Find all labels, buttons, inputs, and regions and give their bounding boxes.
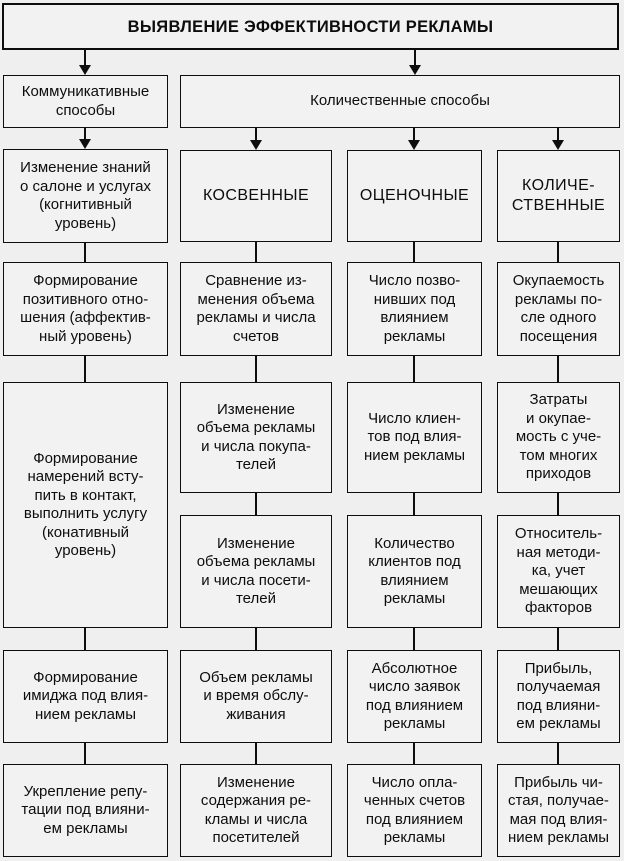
node-requests-under-ads-label: Абсолютное число заявок под влиянием рек… <box>365 659 464 733</box>
connector-col4-r6-r7 <box>557 627 559 651</box>
node-ads-volume-buyers-label: Изменение объема рекламы и числа покупа-… <box>196 400 316 474</box>
node-clients-under-ads-label: Число клиен- тов под влия- нием рекламы <box>363 409 466 464</box>
branch-quantitative-label: Количественные способы <box>310 92 490 110</box>
node-ads-volume-service-time-label: Объем рекламы и время обслу- живания <box>199 668 313 723</box>
connector-col2-r3-r4 <box>255 242 257 263</box>
flowchart-title: ВЫЯВЛЕНИЕ ЭФФЕКТИВНОСТИ РЕКЛАМЫ <box>127 17 494 36</box>
node-profit-under-ads: Прибыль, получаемая под влияни- ем рекла… <box>497 650 620 743</box>
node-positive-attitude-label: Формирование позитивного отно- шения (аф… <box>20 272 151 345</box>
connector-col3-r7-r8 <box>413 742 415 765</box>
node-payback-single-visit-label: Окупаемость рекламы по- сле одного посещ… <box>512 272 605 345</box>
arrow-communicative-to-col1 <box>84 128 86 139</box>
connector-col2-r5-r6 <box>255 492 257 516</box>
node-callers-under-ads: Число позво- нивших под влиянием рекламы <box>347 262 482 356</box>
node-contact-intentions: Формирование намерений всту- пить в конт… <box>3 382 168 628</box>
node-compare-ads-accounts-label: Сравнение из- менения объема рекламы и ч… <box>196 272 316 345</box>
node-image-formation: Формирование имиджа под влия- нием рекла… <box>3 650 168 743</box>
node-requests-under-ads: Абсолютное число заявок под влиянием рек… <box>347 650 482 743</box>
header-quantitative: КОЛИЧЕ- СТВЕННЫЕ <box>497 150 620 242</box>
node-callers-under-ads-label: Число позво- нивших под влиянием рекламы <box>368 272 461 345</box>
header-quantitative-label: КОЛИЧЕ- СТВЕННЫЕ <box>511 177 606 214</box>
connector-col1-r6-r7 <box>84 627 86 651</box>
connector-col1-r7-r8 <box>84 742 86 765</box>
node-clients-under-ads: Число клиен- тов под влия- нием рекламы <box>347 382 482 493</box>
node-compare-ads-accounts: Сравнение из- менения объема рекламы и ч… <box>180 262 332 356</box>
connector-col2-r4-r5 <box>255 355 257 383</box>
node-ads-volume-visitors-label: Изменение объема рекламы и числа посети-… <box>196 534 316 608</box>
node-paid-accounts-under-ads: Число опла- ченных счетов под влиянием р… <box>347 764 482 857</box>
arrow-quantitative-to-evaluative <box>413 128 415 140</box>
connector-col4-r7-r8 <box>557 742 559 765</box>
connector-col4-r5-r6 <box>557 492 559 516</box>
header-evaluative: ОЦЕНОЧНЫЕ <box>347 150 482 242</box>
node-reputation-strengthening: Укрепление репу- тации под влияни- ем ре… <box>3 764 168 857</box>
connector-col3-r3-r4 <box>413 242 415 263</box>
node-image-formation-label: Формирование имиджа под влия- нием рекла… <box>22 668 149 723</box>
connector-col3-r5-r6 <box>413 492 415 516</box>
node-net-profit-under-ads: Прибыль чи- стая, получае- мая под влия-… <box>497 764 620 857</box>
node-profit-under-ads-label: Прибыль, получаемая под влияни- ем рекла… <box>516 659 601 733</box>
connector-col1-r4-r5 <box>84 355 86 383</box>
node-net-profit-under-ads-label: Прибыль чи- стая, получае- мая под влия-… <box>507 773 610 847</box>
flowchart-title-box: ВЫЯВЛЕНИЕ ЭФФЕКТИВНОСТИ РЕКЛАМЫ <box>2 3 619 50</box>
node-knowledge-change-label: Изменение знаний о салоне и услугах (ког… <box>19 159 152 232</box>
arrow-quantitative-to-indirect <box>255 128 257 140</box>
node-costs-many-visits-label: Затраты и окупае- мость с уче- том многи… <box>515 391 602 483</box>
connector-col4-r3-r4 <box>557 242 559 263</box>
connector-col3-r6-r7 <box>413 627 415 651</box>
connector-col2-r6-r7 <box>255 627 257 651</box>
branch-communicative-label: Коммуникативные способы <box>21 83 150 119</box>
node-ads-volume-visitors: Изменение объема рекламы и числа посети-… <box>180 515 332 628</box>
node-ads-content-visitors-label: Изменение содержания ре- кламы и числа п… <box>200 773 312 847</box>
header-indirect-label: КОСВЕННЫЕ <box>202 187 310 204</box>
node-ads-content-visitors: Изменение содержания ре- кламы и числа п… <box>180 764 332 857</box>
arrow-quantitative-to-quantcol <box>557 128 559 140</box>
connector-col4-r4-r5 <box>557 355 559 383</box>
node-ads-volume-buyers: Изменение объема рекламы и числа покупа-… <box>180 382 332 493</box>
node-paid-accounts-under-ads-label: Число опла- ченных счетов под влиянием р… <box>363 773 466 847</box>
node-relative-method: Относитель- ная методи- ка, учет мешающи… <box>497 515 620 628</box>
arrow-title-to-quantitative <box>414 50 416 65</box>
node-relative-method-label: Относитель- ная методи- ка, учет мешающи… <box>514 525 603 617</box>
header-indirect: КОСВЕННЫЕ <box>180 150 332 242</box>
node-clients-count-under-ads: Количество клиентов под влиянием рекламы <box>347 515 482 628</box>
connector-col2-r7-r8 <box>255 742 257 765</box>
node-reputation-strengthening-label: Укрепление репу- тации под влияни- ем ре… <box>21 782 150 837</box>
header-evaluative-label: ОЦЕНОЧНЫЕ <box>359 187 470 204</box>
node-positive-attitude: Формирование позитивного отно- шения (аф… <box>3 262 168 356</box>
node-knowledge-change: Изменение знаний о салоне и услугах (ког… <box>3 149 168 243</box>
node-costs-many-visits: Затраты и окупае- мость с уче- том многи… <box>497 382 620 493</box>
node-payback-single-visit: Окупаемость рекламы по- сле одного посещ… <box>497 262 620 356</box>
branch-quantitative-methods: Количественные способы <box>180 75 620 128</box>
arrow-title-to-communicative <box>84 50 86 65</box>
node-ads-volume-service-time: Объем рекламы и время обслу- живания <box>180 650 332 743</box>
branch-communicative-methods: Коммуникативные способы <box>3 75 168 128</box>
node-contact-intentions-label: Формирование намерений всту- пить в конт… <box>23 449 148 560</box>
connector-col3-r4-r5 <box>413 355 415 383</box>
node-clients-count-under-ads-label: Количество клиентов под влиянием рекламы <box>368 534 461 608</box>
connector-col1-r3-r4 <box>84 242 86 263</box>
